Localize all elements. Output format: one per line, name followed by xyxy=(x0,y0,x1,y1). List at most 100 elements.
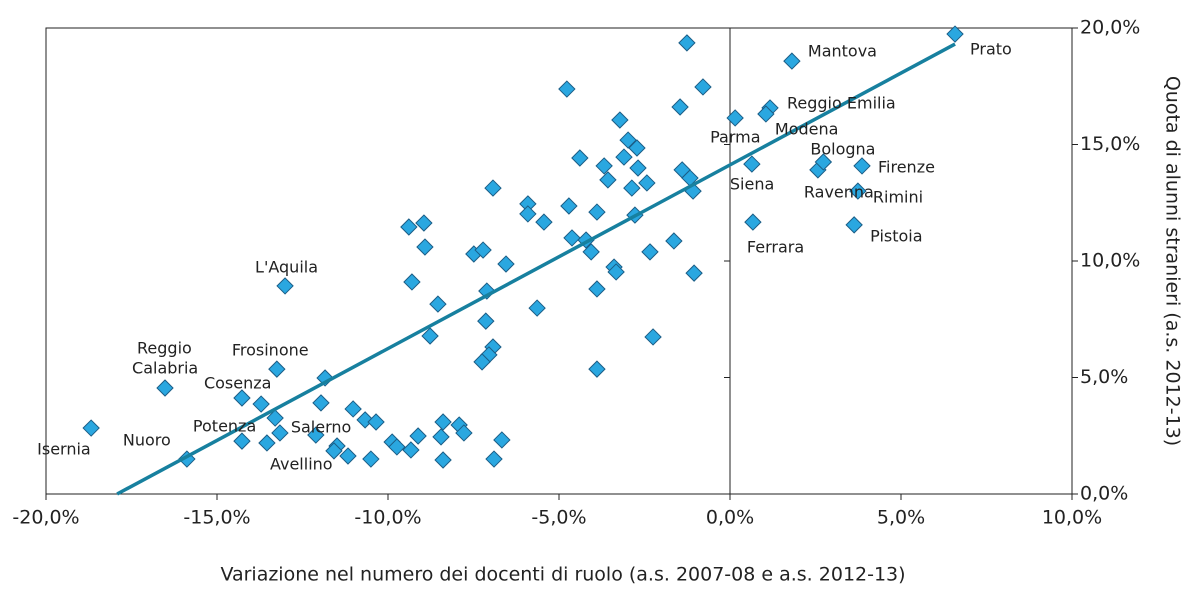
point xyxy=(477,312,495,330)
point xyxy=(845,216,863,234)
point-label: Prato xyxy=(970,40,1012,59)
point xyxy=(588,203,606,221)
point xyxy=(473,353,491,371)
point xyxy=(307,426,325,444)
point-label: Reggio xyxy=(137,338,192,357)
point xyxy=(671,98,689,116)
x-tick-label: 5,0% xyxy=(877,507,925,529)
point xyxy=(493,431,511,449)
x-axis-title: Variazione nel numero dei docenti di ruo… xyxy=(220,564,905,586)
point xyxy=(665,232,683,250)
point xyxy=(388,438,406,456)
y-tick-label: 15,0% xyxy=(1080,133,1140,155)
point xyxy=(276,277,294,295)
point xyxy=(607,263,625,281)
y-axis-title: Quota di alunni stranieri (a.s. 2012-13) xyxy=(1162,76,1184,446)
x-tick-label: -20,0% xyxy=(12,507,79,529)
point xyxy=(595,157,613,175)
point xyxy=(429,295,447,313)
point xyxy=(560,197,578,215)
point xyxy=(571,149,589,167)
point xyxy=(258,434,276,452)
point-label: Ravenna xyxy=(804,182,874,201)
point xyxy=(432,428,450,446)
point xyxy=(484,179,502,197)
point xyxy=(946,25,964,43)
point-label: Calabria xyxy=(132,358,198,377)
point xyxy=(528,299,546,317)
point xyxy=(415,214,433,232)
point xyxy=(783,52,801,70)
point xyxy=(400,218,418,236)
point xyxy=(233,389,251,407)
point xyxy=(266,409,284,427)
point xyxy=(757,105,775,123)
point xyxy=(644,328,662,346)
point-label: Nuoro xyxy=(123,431,171,450)
point-label: Bologna xyxy=(810,139,875,158)
point xyxy=(416,238,434,256)
x-tick-label: 0,0% xyxy=(706,507,754,529)
point xyxy=(638,174,656,192)
point xyxy=(82,419,100,437)
point xyxy=(615,148,633,166)
point xyxy=(356,411,374,429)
point xyxy=(641,243,659,261)
point xyxy=(726,109,744,127)
point xyxy=(582,243,600,261)
y-tick-label: 20,0% xyxy=(1080,17,1140,39)
point xyxy=(588,360,606,378)
point xyxy=(611,111,629,129)
point xyxy=(409,427,427,445)
point-label: Salerno xyxy=(291,418,351,437)
point xyxy=(849,182,867,200)
point xyxy=(325,442,343,460)
point xyxy=(853,157,871,175)
point xyxy=(628,139,646,157)
point xyxy=(402,441,420,459)
point xyxy=(233,432,251,450)
point xyxy=(629,159,647,177)
point xyxy=(535,213,553,231)
point-label: L'Aquila xyxy=(255,257,318,276)
x-tick-label: 10,0% xyxy=(1042,507,1102,529)
point xyxy=(344,400,362,418)
point-label: Parma xyxy=(710,127,760,146)
point xyxy=(563,229,581,247)
point xyxy=(558,80,576,98)
point xyxy=(694,78,712,96)
point-label: Pistoia xyxy=(870,226,922,245)
point-label: Modena xyxy=(775,119,839,138)
point-label: Cosenza xyxy=(204,374,271,393)
point xyxy=(271,424,289,442)
point xyxy=(743,155,761,173)
point-label: Ferrara xyxy=(747,238,804,257)
point-label: Frosinone xyxy=(232,341,309,360)
y-tick-label: 10,0% xyxy=(1080,250,1140,272)
point xyxy=(599,171,617,189)
point-label: Avellino xyxy=(270,455,333,474)
point xyxy=(623,179,641,197)
y-tick-label: 0,0% xyxy=(1080,483,1128,505)
point xyxy=(678,34,696,52)
point xyxy=(367,413,385,431)
trend-line xyxy=(116,42,956,496)
point xyxy=(156,379,174,397)
y-tick-label: 5,0% xyxy=(1080,366,1128,388)
point xyxy=(339,447,357,465)
point xyxy=(434,413,452,431)
point-label: Potenza xyxy=(193,416,256,435)
point xyxy=(485,450,503,468)
point xyxy=(474,241,492,259)
x-tick-label: -5,0% xyxy=(531,507,586,529)
point xyxy=(455,424,473,442)
x-tick-label: -15,0% xyxy=(183,507,250,529)
point-label: Rimini xyxy=(873,188,923,207)
point xyxy=(588,280,606,298)
point-label: Siena xyxy=(730,175,774,194)
x-tick-label: -10,0% xyxy=(354,507,421,529)
point xyxy=(421,327,439,345)
point xyxy=(814,153,833,171)
point-label: Mantova xyxy=(808,42,877,61)
